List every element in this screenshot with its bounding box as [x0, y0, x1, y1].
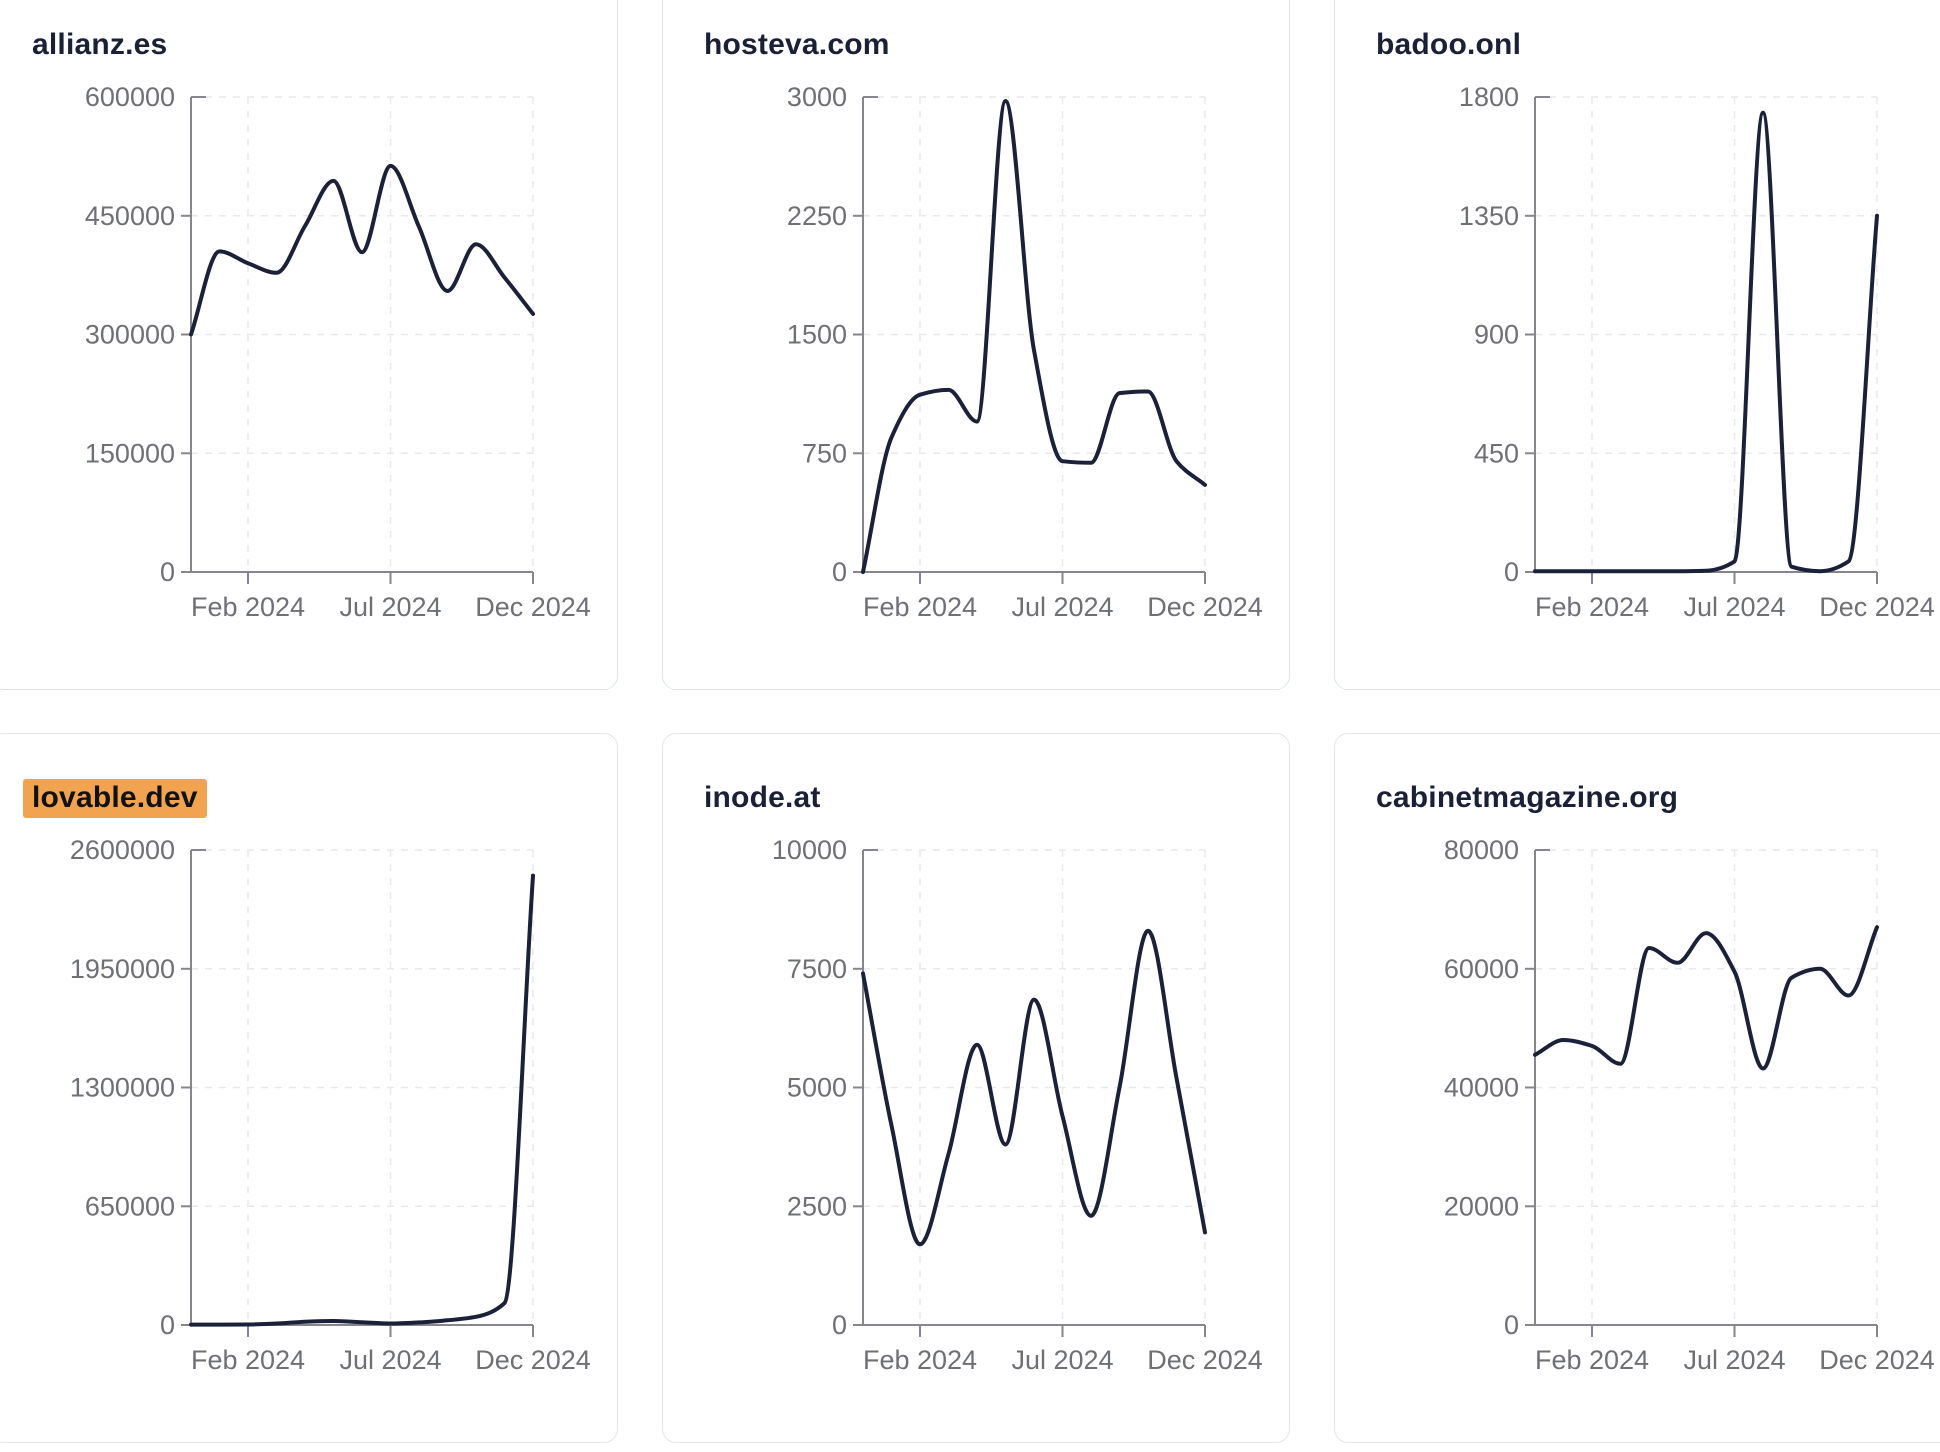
domain-name: hosteva.com	[704, 28, 890, 61]
x-tick-label: Feb 2024	[191, 1345, 305, 1375]
series-line	[1533, 110, 1879, 574]
domain-name-highlighted: lovable.dev	[23, 779, 207, 818]
x-tick-label: Dec 2024	[1819, 1345, 1935, 1375]
domain-name: cabinetmagazine.org	[1376, 781, 1679, 814]
y-tick-label: 450	[1474, 438, 1519, 468]
y-tick-label: 80000	[1444, 835, 1519, 865]
y-tick-label: 300000	[85, 320, 175, 350]
y-tick-label: 150000	[85, 438, 175, 468]
y-tick-label: 5000	[787, 1073, 847, 1103]
y-tick-label: 1350	[1459, 201, 1519, 231]
chart-title: cabinetmagazine.org	[1335, 778, 1940, 818]
y-tick-label: 3000	[787, 82, 847, 112]
y-tick-label: 2500	[787, 1191, 847, 1221]
x-tick-label: Dec 2024	[1819, 592, 1935, 622]
line-chart: 0 2500 5000 7500 10000 Feb 2024 Jul 2024 Dec 20…	[772, 835, 1263, 1375]
y-tick-label: 650000	[85, 1191, 175, 1221]
y-tick-label: 60000	[1444, 954, 1519, 984]
y-tick-label: 7500	[787, 954, 847, 984]
x-tick-label: Feb 2024	[1535, 592, 1649, 622]
y-tick-label: 0	[832, 1310, 847, 1340]
y-tick-label: 0	[160, 1310, 175, 1340]
x-tick-label: Feb 2024	[863, 592, 977, 622]
x-tick-label: Dec 2024	[1147, 592, 1263, 622]
chart-title: lovable.dev	[0, 778, 617, 818]
series-line	[861, 99, 1207, 574]
domain-name: inode.at	[704, 781, 821, 814]
x-tick-label: Jul 2024	[1683, 592, 1785, 622]
y-tick-label: 750	[802, 438, 847, 468]
chart-title: badoo.onl	[1335, 25, 1940, 65]
y-tick-label: 0	[1504, 557, 1519, 587]
y-tick-label: 1300000	[70, 1073, 175, 1103]
chart-card: lovable.dev 0 650000 1300000 1950000 2600000…	[0, 733, 618, 1443]
series-line	[861, 928, 1207, 1247]
chart-card: allianz.es 0 150000 300000 450000 600000 Feb …	[0, 0, 618, 690]
line-chart: 0 450 900 1350 1800 Feb 2024 Jul 2024 Dec 2024	[1459, 82, 1935, 622]
y-tick-label: 0	[160, 557, 175, 587]
y-tick-label: 600000	[85, 82, 175, 112]
x-tick-label: Jul 2024	[1011, 592, 1113, 622]
series-line	[189, 163, 535, 337]
y-tick-label: 1500	[787, 320, 847, 350]
chart-title: inode.at	[663, 778, 1289, 818]
x-tick-label: Jul 2024	[339, 592, 441, 622]
y-tick-label: 0	[832, 557, 847, 587]
chart-card: inode.at 0 2500 5000 7500 10000 Feb 2024 Jul 2…	[662, 733, 1290, 1443]
series-line	[1533, 925, 1879, 1071]
chart-card: cabinetmagazine.org 0 20000 40000 60000 8000…	[1334, 733, 1940, 1443]
x-tick-label: Jul 2024	[1011, 1345, 1113, 1375]
line-chart: 0 650000 1300000 1950000 2600000 Feb 2024 Jul …	[70, 835, 591, 1375]
x-tick-label: Feb 2024	[191, 592, 305, 622]
y-tick-label: 2250	[787, 201, 847, 231]
y-tick-label: 20000	[1444, 1191, 1519, 1221]
domain-name: allianz.es	[32, 28, 168, 61]
y-tick-label: 10000	[772, 835, 847, 865]
x-tick-label: Dec 2024	[475, 1345, 591, 1375]
line-chart: 0 750 1500 2250 3000 Feb 2024 Jul 2024 Dec 2024	[787, 82, 1263, 622]
chart-title: hosteva.com	[663, 25, 1289, 65]
domain-name: badoo.onl	[1376, 28, 1522, 61]
x-tick-label: Dec 2024	[1147, 1345, 1263, 1375]
y-tick-label: 1800	[1459, 82, 1519, 112]
y-tick-label: 1950000	[70, 954, 175, 984]
line-chart: 0 20000 40000 60000 80000 Feb 2024 Jul 2024 Dec…	[1444, 835, 1935, 1375]
chart-card: badoo.onl 0 450 900 1350 1800 Feb 2024 Jul 202…	[1334, 0, 1940, 690]
x-tick-label: Dec 2024	[475, 592, 591, 622]
y-tick-label: 40000	[1444, 1073, 1519, 1103]
chart-title: allianz.es	[0, 25, 617, 65]
y-tick-label: 2600000	[70, 835, 175, 865]
y-tick-label: 450000	[85, 201, 175, 231]
y-tick-label: 900	[1474, 320, 1519, 350]
chart-card: hosteva.com 0 750 1500 2250 3000 Feb 2024 Jul …	[662, 0, 1290, 690]
x-tick-label: Feb 2024	[1535, 1345, 1649, 1375]
x-tick-label: Jul 2024	[1683, 1345, 1785, 1375]
y-tick-label: 0	[1504, 1310, 1519, 1340]
x-tick-label: Jul 2024	[339, 1345, 441, 1375]
series-line	[189, 873, 535, 1327]
line-chart: 0 150000 300000 450000 600000 Feb 2024 Jul 202…	[85, 82, 591, 622]
x-tick-label: Feb 2024	[863, 1345, 977, 1375]
